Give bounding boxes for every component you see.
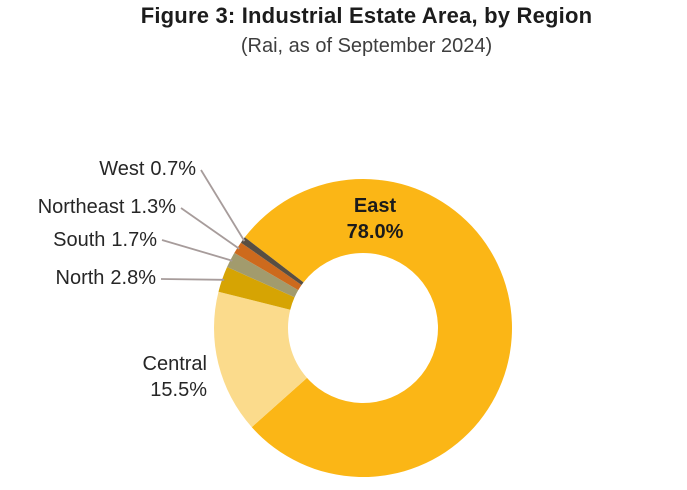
figure-header: Figure 3: Industrial Estate Area, by Reg…: [23, 3, 687, 58]
slice-pct: 2.8%: [110, 267, 156, 289]
slice-pct: 78.0%: [346, 221, 404, 243]
slice-pct: 0.7%: [150, 158, 196, 180]
slice-east: [244, 178, 512, 477]
label-south: South 1.7%: [53, 229, 157, 251]
slice-name: North: [55, 267, 105, 289]
label-east: East 78.0%: [313, 193, 437, 245]
leader-line-northeast: [180, 207, 240, 250]
label-central: Central 15.5%: [143, 351, 207, 403]
slice-name: West: [99, 158, 145, 180]
label-west: West 0.7%: [99, 158, 196, 180]
slice-central: [214, 291, 307, 428]
leader-line-west: [200, 169, 246, 242]
slice-pct: 15.5%: [150, 379, 207, 401]
slice-northeast: [234, 242, 302, 291]
slice-west: [240, 237, 304, 285]
slice-name: South: [53, 229, 106, 251]
label-north: North 2.8%: [56, 267, 157, 289]
slice-pct: 1.7%: [111, 229, 157, 251]
slice-south: [227, 252, 299, 298]
leader-line-south: [161, 239, 233, 262]
slice-name: Northeast: [37, 196, 125, 218]
figure-title: Figure 3: Industrial Estate Area, by Reg…: [140, 3, 593, 28]
slice-north: [218, 266, 295, 310]
slice-pct: 1.3%: [130, 196, 176, 218]
leader-line-north: [160, 278, 225, 281]
label-northeast: Northeast 1.3%: [38, 196, 176, 218]
slice-name: East: [353, 195, 397, 217]
slice-name: Central: [142, 353, 207, 375]
figure-subtitle: (Rai, as of September 2024): [240, 35, 493, 57]
